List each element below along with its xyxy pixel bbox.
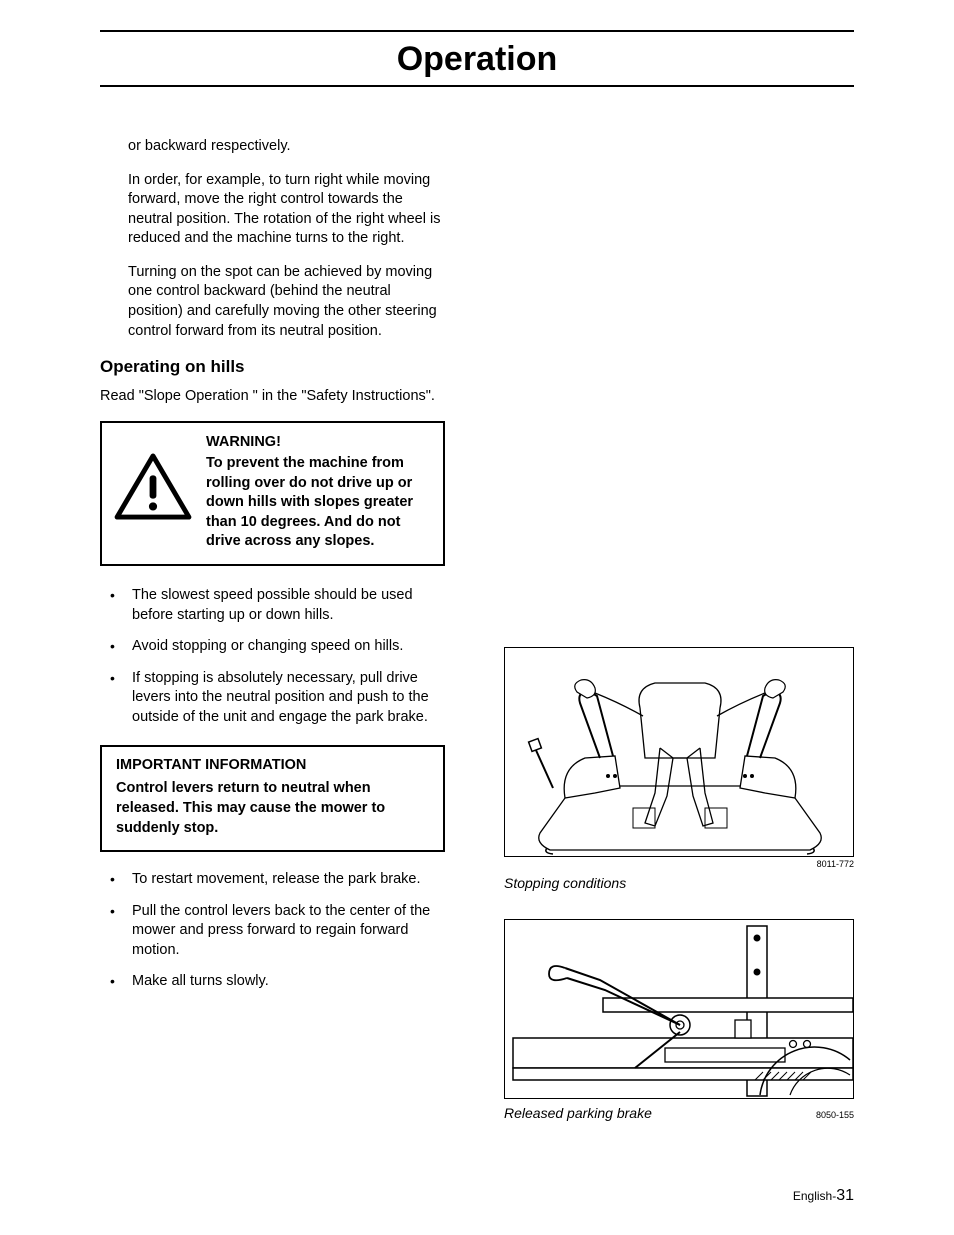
list-item: Avoid stopping or changing speed on hill…	[100, 637, 445, 657]
figure-2-caption-row: Released parking brake 8050-155	[504, 1105, 854, 1121]
bullet-list-1: The slowest speed possible should be use…	[100, 586, 445, 727]
figure-stopping-conditions	[504, 647, 854, 857]
figure-released-brake	[504, 919, 854, 1099]
figure-1-caption-row: Stopping conditions	[504, 875, 854, 891]
page-title: Operation	[100, 36, 854, 85]
list-item: If stopping is absolutely necessary, pul…	[100, 669, 445, 728]
info-body: Control levers return to neutral when re…	[116, 779, 429, 838]
paragraph-continuation: or backward respectively.	[128, 137, 445, 157]
page-footer: English-31	[793, 1187, 854, 1205]
rule-top	[100, 30, 854, 32]
subheading-operating-hills: Operating on hills	[100, 357, 445, 377]
rule-under-title	[100, 85, 854, 87]
important-info-box: IMPORTANT INFORMATION Control levers ret…	[100, 745, 445, 852]
warning-icon	[114, 433, 192, 526]
figure-stack: 8011-772 Stopping conditions	[485, 137, 854, 1121]
figure-1-number: 8011-772	[504, 859, 854, 869]
info-heading: IMPORTANT INFORMATION	[116, 757, 429, 773]
warning-body: To prevent the machine from rolling over…	[206, 454, 431, 552]
left-column: or backward respectively. In order, for …	[100, 137, 445, 1121]
list-item: The slowest speed possible should be use…	[100, 586, 445, 625]
list-item: Pull the control levers back to the cent…	[100, 902, 445, 961]
paragraph-read-slope: Read "Slope Operation " in the "Safety I…	[100, 387, 445, 407]
figure-2-number: 8050-155	[816, 1110, 854, 1120]
list-item: Make all turns slowly.	[100, 972, 445, 992]
bullet-list-2: To restart movement, release the park br…	[100, 870, 445, 992]
paragraph-turn-right: In order, for example, to turn right whi…	[128, 171, 445, 249]
warning-heading: WARNING!	[206, 433, 431, 453]
footer-prefix: English-	[793, 1189, 836, 1203]
right-column: 8011-772 Stopping conditions	[485, 137, 854, 1121]
figure-2-caption: Released parking brake	[504, 1105, 652, 1121]
warning-text: WARNING! To prevent the machine from rol…	[206, 433, 431, 552]
paragraph-spot-turn: Turning on the spot can be achieved by m…	[128, 263, 445, 341]
warning-box: WARNING! To prevent the machine from rol…	[100, 421, 445, 566]
continuation-block: or backward respectively. In order, for …	[100, 137, 445, 341]
two-column-layout: or backward respectively. In order, for …	[100, 137, 854, 1121]
page-root: Operation or backward respectively. In o…	[0, 0, 954, 1235]
footer-page-number: 31	[836, 1187, 854, 1204]
list-item: To restart movement, release the park br…	[100, 870, 445, 890]
figure-1-caption: Stopping conditions	[504, 875, 626, 891]
